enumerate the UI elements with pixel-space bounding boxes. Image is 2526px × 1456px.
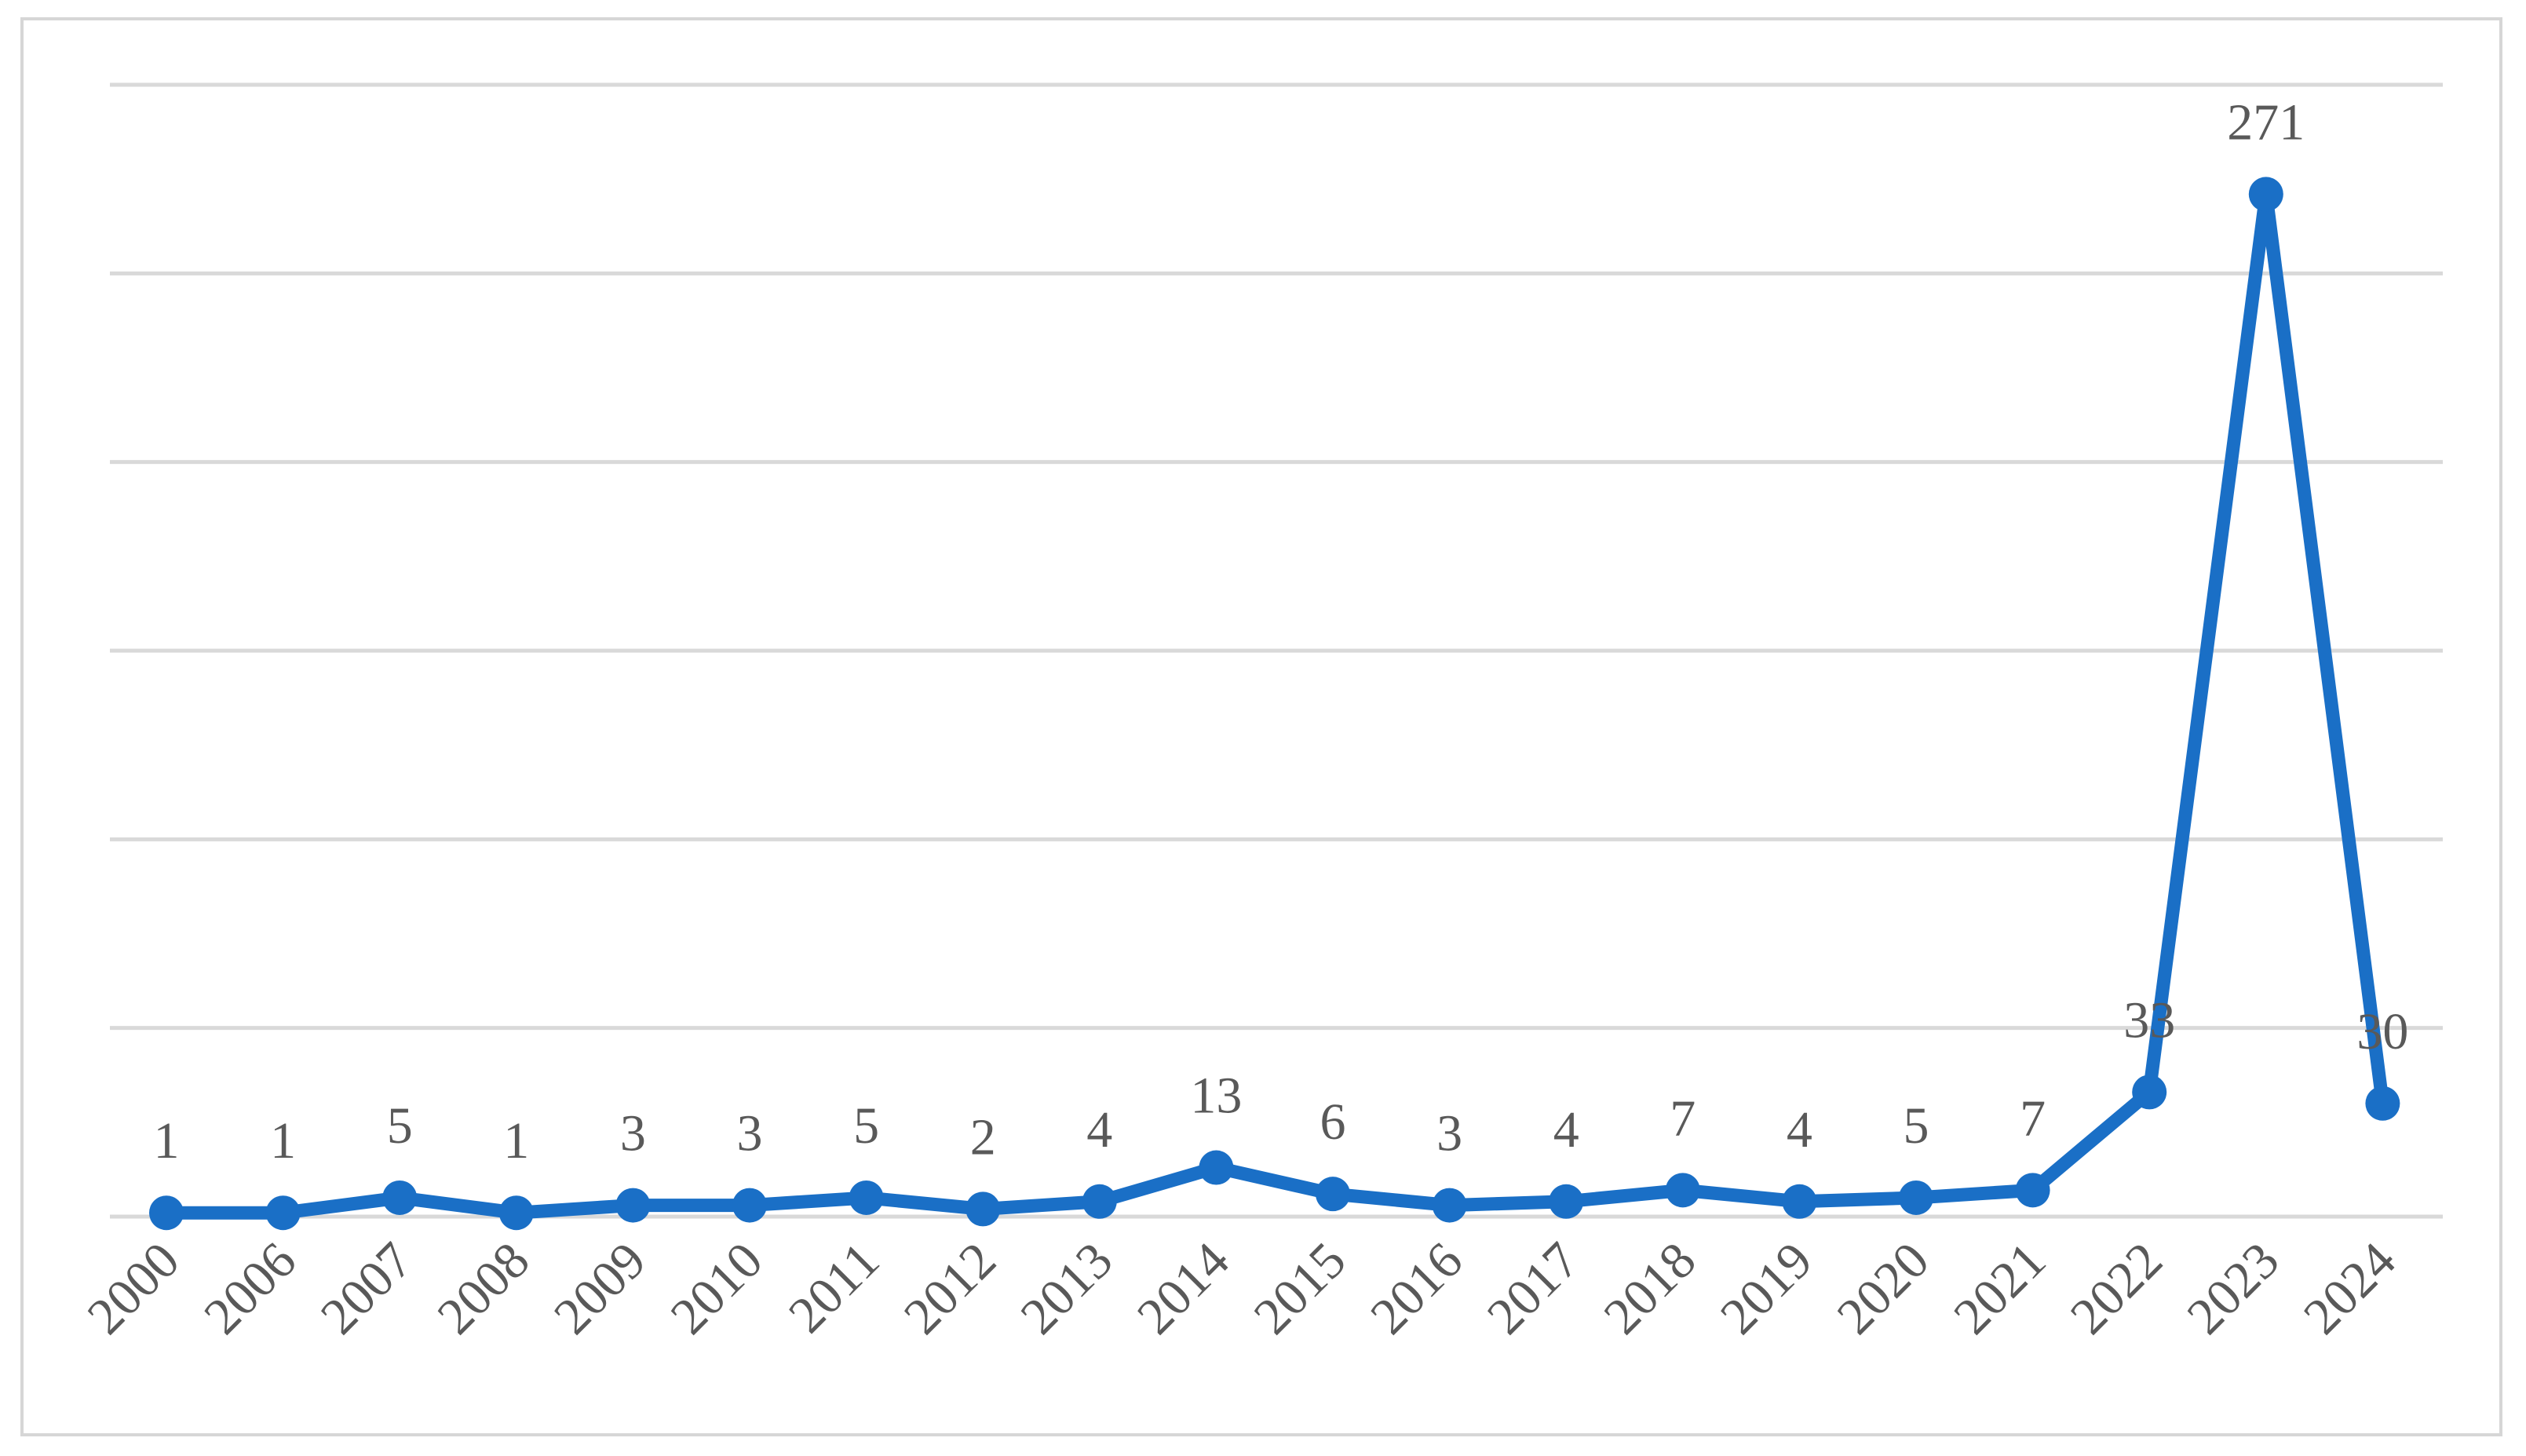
x-tick-label: 2014 <box>1126 1232 1240 1345</box>
data-point <box>1432 1188 1467 1223</box>
data-label: 1 <box>503 1112 529 1170</box>
data-label: 4 <box>1553 1101 1579 1159</box>
data-point <box>2132 1075 2167 1110</box>
data-point <box>1549 1184 1584 1219</box>
data-points <box>149 177 2400 1231</box>
data-label: 3 <box>1436 1105 1462 1162</box>
x-tick-label: 2000 <box>77 1232 191 1345</box>
data-point <box>2365 1086 2400 1121</box>
data-label: 13 <box>1190 1067 1242 1125</box>
data-label: 3 <box>737 1105 763 1162</box>
x-tick-label: 2013 <box>1009 1232 1123 1345</box>
data-point <box>849 1180 884 1215</box>
data-point <box>2015 1173 2050 1208</box>
x-tick-label: 2024 <box>2293 1232 2407 1345</box>
data-point <box>2248 177 2283 212</box>
x-tick-label: 2009 <box>543 1232 657 1345</box>
data-label: 1 <box>270 1112 296 1170</box>
x-tick-label: 2021 <box>1943 1232 2057 1345</box>
data-label: 5 <box>1904 1097 1929 1155</box>
x-tick-label: 2006 <box>193 1232 307 1345</box>
gridlines <box>110 82 2443 1219</box>
data-label: 7 <box>1670 1089 1696 1147</box>
data-point <box>1082 1184 1117 1219</box>
data-label: 5 <box>853 1097 879 1155</box>
data-point <box>1316 1177 1350 1212</box>
x-tick-label: 2018 <box>1593 1232 1707 1345</box>
x-tick-label: 2020 <box>1827 1232 1940 1345</box>
data-point <box>149 1195 184 1231</box>
data-point <box>1782 1184 1817 1219</box>
data-label: 30 <box>2356 1003 2408 1060</box>
series-line <box>159 187 2389 1220</box>
data-label: 4 <box>1086 1101 1112 1159</box>
data-label: 5 <box>387 1097 413 1155</box>
data-label: 3 <box>620 1105 646 1162</box>
data-point <box>1665 1173 1700 1208</box>
data-label: 33 <box>2123 991 2175 1049</box>
data-label: 6 <box>1320 1093 1346 1151</box>
x-tick-label: 2010 <box>660 1232 774 1345</box>
data-label: 2 <box>970 1108 996 1166</box>
x-tick-label: 2016 <box>1360 1232 1473 1345</box>
data-label: 7 <box>2020 1089 2046 1147</box>
x-axis-tick-labels: 2000 2006 2007 2008 2009 2010 2011 2012 2013 2014… <box>77 1232 2407 1345</box>
data-label: 1 <box>154 1112 180 1170</box>
x-tick-label: 2011 <box>778 1232 890 1344</box>
data-point <box>382 1180 418 1215</box>
data-point <box>498 1195 534 1231</box>
data-point <box>265 1195 301 1231</box>
x-tick-label: 2023 <box>2176 1232 2290 1345</box>
data-point <box>1199 1150 1234 1185</box>
series-line-group <box>159 187 2389 1220</box>
data-label: 271 <box>2227 93 2305 151</box>
data-point <box>615 1188 651 1223</box>
x-tick-label: 2015 <box>1243 1232 1357 1345</box>
x-tick-label: 2017 <box>1477 1232 1590 1345</box>
data-label: 4 <box>1787 1101 1812 1159</box>
data-point <box>1899 1180 1933 1215</box>
data-point <box>732 1188 767 1223</box>
x-tick-label: 2007 <box>310 1232 424 1345</box>
x-tick-label: 2022 <box>2060 1232 2174 1345</box>
x-tick-label: 2012 <box>893 1232 1007 1345</box>
x-tick-label: 2008 <box>426 1232 540 1345</box>
x-tick-label: 2019 <box>1710 1232 1823 1345</box>
data-point <box>966 1191 1001 1227</box>
